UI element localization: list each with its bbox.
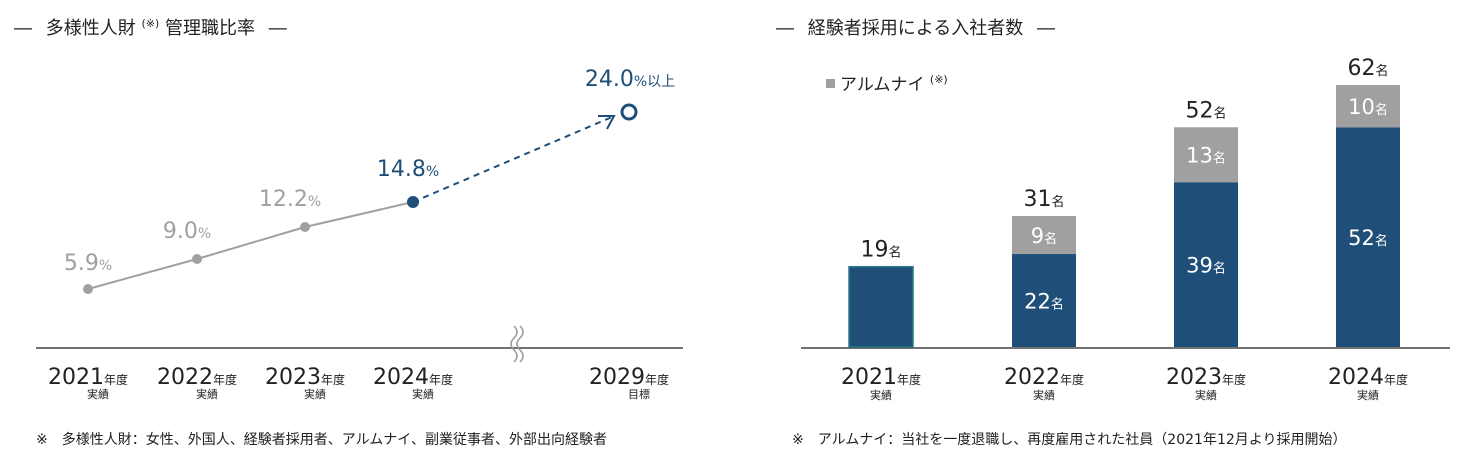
x-label-2029: 2029年度 <box>589 365 669 390</box>
bar-main-2024 <box>1336 127 1400 348</box>
x-sublabel-2024: 実績 <box>1357 388 1379 402</box>
bar-total-label-2023: 52名 <box>1185 98 1226 123</box>
right-chart: ― 経験者採用による入社者数 ― アルムナイ (※) 19名2021年度実績9名… <box>776 18 1450 448</box>
data-point-2029 <box>620 103 638 121</box>
x-label-2023: 2023年度 <box>1166 365 1246 390</box>
bar-main-2021 <box>848 265 914 348</box>
x-sublabel-2024: 実績 <box>412 387 434 401</box>
right-chart-title: ― 経験者採用による入社者数 ― <box>776 18 1055 39</box>
right-footnote: ※ アルムナイ：当社を一度退職し、再度雇用された社員（2021年12月より採用開… <box>792 431 1346 448</box>
bar-alumni-label-2024: 10名 <box>1348 95 1388 119</box>
x-label-2022: 2022年度 <box>157 365 237 390</box>
x-label-2022: 2022年度 <box>1004 365 1084 390</box>
x-label-2024: 2024年度 <box>1328 365 1408 390</box>
data-point-2024 <box>407 196 419 208</box>
left-chart: ― 多様性人財 (※) 管理職比率 ― 5.9% 9.0% 12.2% 14.8% 24… <box>14 11 683 448</box>
value-label-2023: 12.2% <box>259 187 321 212</box>
x-label-2021: 2021年度 <box>48 365 128 390</box>
legend-swatch <box>826 79 835 88</box>
bar-main-label-2023: 39名 <box>1186 254 1226 278</box>
x-sublabel-2029: 目標 <box>628 387 650 401</box>
left-footnote: ※ 多様性人財：女性、外国人、経験者採用者、アルムナイ、副業従事者、外部出向経験… <box>36 431 607 448</box>
x-label-2021: 2021年度 <box>841 365 921 390</box>
value-label-2021: 5.9% <box>64 251 112 276</box>
bar-main-2022 <box>1012 254 1076 347</box>
x-sublabel-2023: 実績 <box>1195 388 1217 402</box>
bar-alumni-label-2022: 9名 <box>1031 224 1057 248</box>
x-label-2023: 2023年度 <box>265 365 345 390</box>
bar-alumni-label-2023: 13名 <box>1186 144 1226 168</box>
value-label-2029: 24.0%以上 <box>585 67 675 92</box>
bar-main-label-2022: 22名 <box>1024 290 1064 314</box>
x-label-2024: 2024年度 <box>373 365 453 390</box>
bar-main-label-2024: 52名 <box>1348 226 1388 250</box>
series-line-actual <box>87 201 414 290</box>
arrow-head <box>598 115 616 130</box>
x-sublabel-2021: 実績 <box>870 388 892 402</box>
data-point-2021 <box>83 284 93 294</box>
bar-total-label-2024: 62名 <box>1347 56 1388 81</box>
series-line-target <box>412 116 613 203</box>
bar-alumni-2023 <box>1174 127 1238 183</box>
bar-total-label-2021: 19名 <box>860 238 901 263</box>
x-sublabel-2022: 実績 <box>196 387 218 401</box>
x-sublabel-2022: 実績 <box>1033 388 1055 402</box>
x-sublabel-2021: 実績 <box>87 387 109 401</box>
axis-break-left <box>510 325 518 363</box>
value-label-2022: 9.0% <box>163 219 211 244</box>
bar-main-2023 <box>1174 182 1238 347</box>
value-label-2024: 14.8% <box>377 157 439 182</box>
data-point-2023 <box>300 222 310 232</box>
axis-break-right <box>516 325 524 363</box>
x-sublabel-2023: 実績 <box>304 387 326 401</box>
bar-total-label-2022: 31名 <box>1023 187 1064 212</box>
legend-label: アルムナイ (※) <box>840 73 948 95</box>
bar-alumni-2024 <box>1336 85 1400 128</box>
bar-alumni-2022 <box>1012 216 1076 255</box>
left-chart-title: ― 多様性人財 (※) 管理職比率 ― <box>14 11 287 39</box>
data-point-2022 <box>192 254 202 264</box>
